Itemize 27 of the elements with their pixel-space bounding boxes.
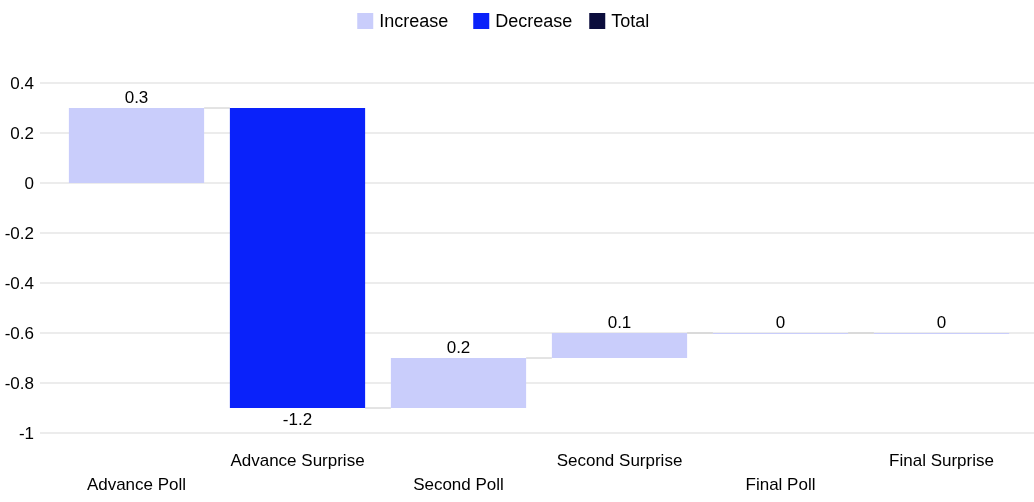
bar [68, 108, 205, 183]
y-tick-label: 0.4 [10, 74, 34, 93]
legend-label: Decrease [495, 11, 573, 31]
x-tick-label: Second Surprise [556, 451, 683, 470]
data-label: 0 [936, 313, 947, 332]
x-tick-label: Advance Poll [86, 475, 187, 494]
bar [229, 108, 366, 408]
legend-label: Total [611, 11, 650, 31]
y-tick-label: -1 [18, 424, 34, 443]
data-label: 0.2 [446, 338, 471, 357]
x-tick-label: Final Surprise [889, 451, 994, 470]
x-tick-label: Final Poll [745, 475, 816, 494]
data-label: -1.2 [282, 410, 313, 429]
x-tick-label: Advance Surprise [230, 451, 365, 470]
y-tick-label: -0.6 [4, 324, 34, 343]
y-tick-label: -0.2 [4, 224, 34, 243]
data-label: 0.1 [607, 313, 632, 332]
data-label: 0 [775, 313, 786, 332]
y-tick-label: 0.2 [10, 124, 34, 143]
y-tick-label: -0.8 [4, 374, 34, 393]
bar [390, 358, 527, 408]
y-tick-label: 0 [24, 174, 34, 193]
y-tick-label: -0.4 [4, 274, 34, 293]
bar [551, 333, 688, 358]
legend-label: Increase [379, 11, 449, 31]
x-tick-label: Second Poll [413, 475, 504, 494]
data-label: 0.3 [124, 88, 149, 107]
